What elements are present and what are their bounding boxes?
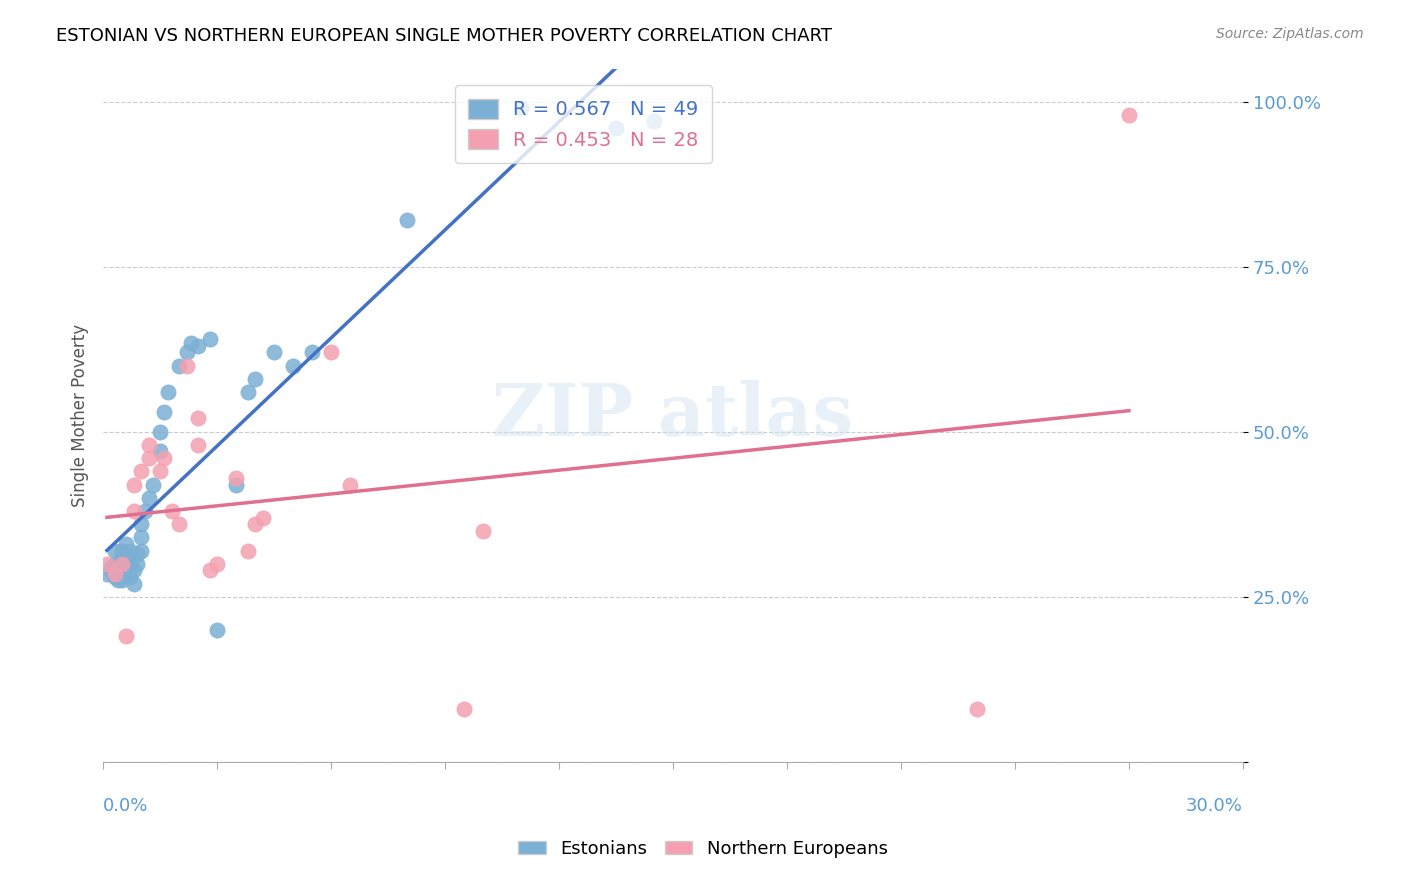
Point (103, 570, 125, 584)
Point (236, 385, 259, 400)
Point (453, 702, 475, 716)
Point (966, 702, 988, 716)
Text: 0.0%: 0.0% (103, 797, 149, 814)
Point (176, 345, 198, 359)
Text: Source: ZipAtlas.com: Source: ZipAtlas.com (1216, 27, 1364, 41)
Point (141, 477, 163, 491)
Point (138, 491, 160, 505)
Point (118, 570, 141, 584)
Point (100, 560, 122, 574)
Point (243, 517, 266, 532)
Point (149, 444, 172, 458)
Point (118, 543, 141, 558)
Point (115, 550, 138, 565)
Point (107, 560, 129, 574)
Point (100, 563, 122, 577)
Point (107, 566, 129, 581)
Point (111, 557, 134, 571)
Point (153, 405, 176, 419)
Point (127, 557, 149, 571)
Legend: Estonians, Northern Europeans: Estonians, Northern Europeans (512, 833, 894, 865)
Point (396, 213, 419, 227)
Point (107, 574, 129, 588)
Y-axis label: Single Mother Poverty: Single Mother Poverty (72, 324, 89, 507)
Point (129, 530, 152, 544)
Point (111, 543, 134, 558)
Point (134, 504, 156, 518)
Point (96, 557, 118, 571)
Point (205, 623, 228, 637)
Point (127, 547, 149, 561)
Point (122, 576, 145, 591)
Point (252, 510, 274, 524)
Point (103, 543, 125, 558)
Point (122, 477, 145, 491)
Point (198, 332, 221, 346)
Point (111, 557, 134, 571)
Text: ZIP atlas: ZIP atlas (492, 380, 853, 450)
Point (281, 359, 304, 373)
Point (187, 438, 209, 452)
Point (187, 339, 209, 353)
Point (111, 574, 134, 588)
Point (472, 524, 495, 538)
Point (156, 385, 179, 400)
Point (122, 563, 145, 577)
Point (301, 345, 323, 359)
Point (115, 537, 138, 551)
Point (167, 359, 190, 373)
Point (129, 464, 152, 478)
Point (510, 101, 533, 115)
Point (236, 543, 259, 558)
Point (138, 451, 160, 466)
Point (198, 563, 221, 577)
Point (605, 120, 627, 135)
Point (167, 517, 190, 532)
Point (122, 504, 145, 518)
Point (319, 345, 342, 359)
Point (129, 517, 152, 532)
Point (153, 451, 176, 466)
Point (643, 114, 665, 128)
Point (160, 504, 183, 518)
Point (243, 372, 266, 386)
Point (115, 629, 138, 643)
Point (96, 566, 118, 581)
Point (205, 557, 228, 571)
Point (118, 557, 141, 571)
Point (149, 464, 172, 478)
Point (103, 566, 125, 581)
Point (187, 411, 209, 425)
Point (225, 477, 247, 491)
Point (111, 547, 134, 561)
Point (138, 438, 160, 452)
Point (115, 566, 138, 581)
Legend: R = 0.567   N = 49, R = 0.453   N = 28: R = 0.567 N = 49, R = 0.453 N = 28 (454, 85, 711, 163)
Point (263, 345, 285, 359)
Text: ESTONIAN VS NORTHERN EUROPEAN SINGLE MOTHER POVERTY CORRELATION CHART: ESTONIAN VS NORTHERN EUROPEAN SINGLE MOT… (56, 27, 832, 45)
Point (129, 543, 152, 558)
Point (180, 335, 202, 350)
Point (103, 557, 125, 571)
Point (176, 359, 198, 373)
Point (225, 471, 247, 485)
Point (339, 477, 361, 491)
Point (149, 425, 172, 439)
Point (1118, 108, 1140, 122)
Text: 30.0%: 30.0% (1187, 797, 1243, 814)
